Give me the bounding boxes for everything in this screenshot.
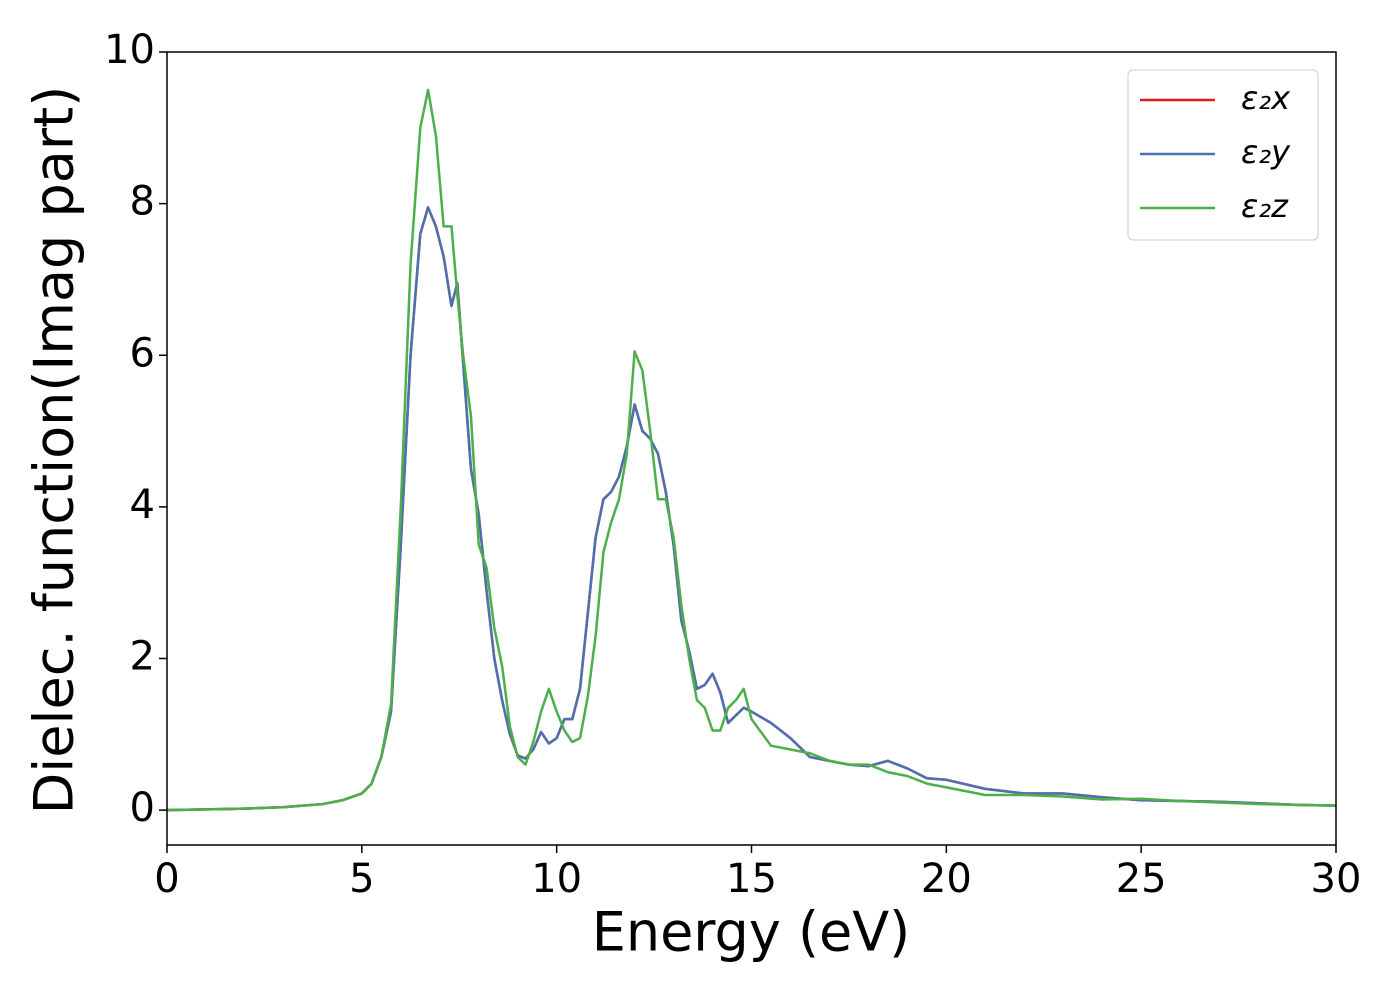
legend-label: ε₂z [1241, 187, 1289, 225]
legend-box [1127, 69, 1319, 241]
x-tick-label: 20 [921, 856, 972, 902]
x-tick-label: 25 [1116, 856, 1167, 902]
x-tick-label: 30 [1311, 856, 1362, 902]
series-line [166, 88, 1337, 812]
x-axis-label: Energy (eV) [592, 901, 911, 964]
y-tick-label: 6 [130, 330, 155, 376]
x-tick-label: 0 [154, 856, 179, 902]
y-tick-label: 8 [130, 179, 155, 225]
y-tick-label: 0 [130, 785, 155, 831]
y-tick-label: 10 [104, 27, 155, 73]
y-tick-label: 2 [130, 634, 155, 680]
series-line [166, 206, 1337, 812]
x-tick-label: 15 [726, 856, 777, 902]
y-axis-label: Dielec. function(Imag part) [23, 86, 86, 815]
plot-frame [166, 51, 1337, 846]
x-tick-label: 10 [531, 856, 582, 902]
x-tick-label: 5 [349, 856, 374, 902]
legend-label: ε₂x [1241, 79, 1291, 117]
legend-label: ε₂y [1241, 133, 1291, 171]
y-tick-label: 4 [130, 482, 155, 528]
